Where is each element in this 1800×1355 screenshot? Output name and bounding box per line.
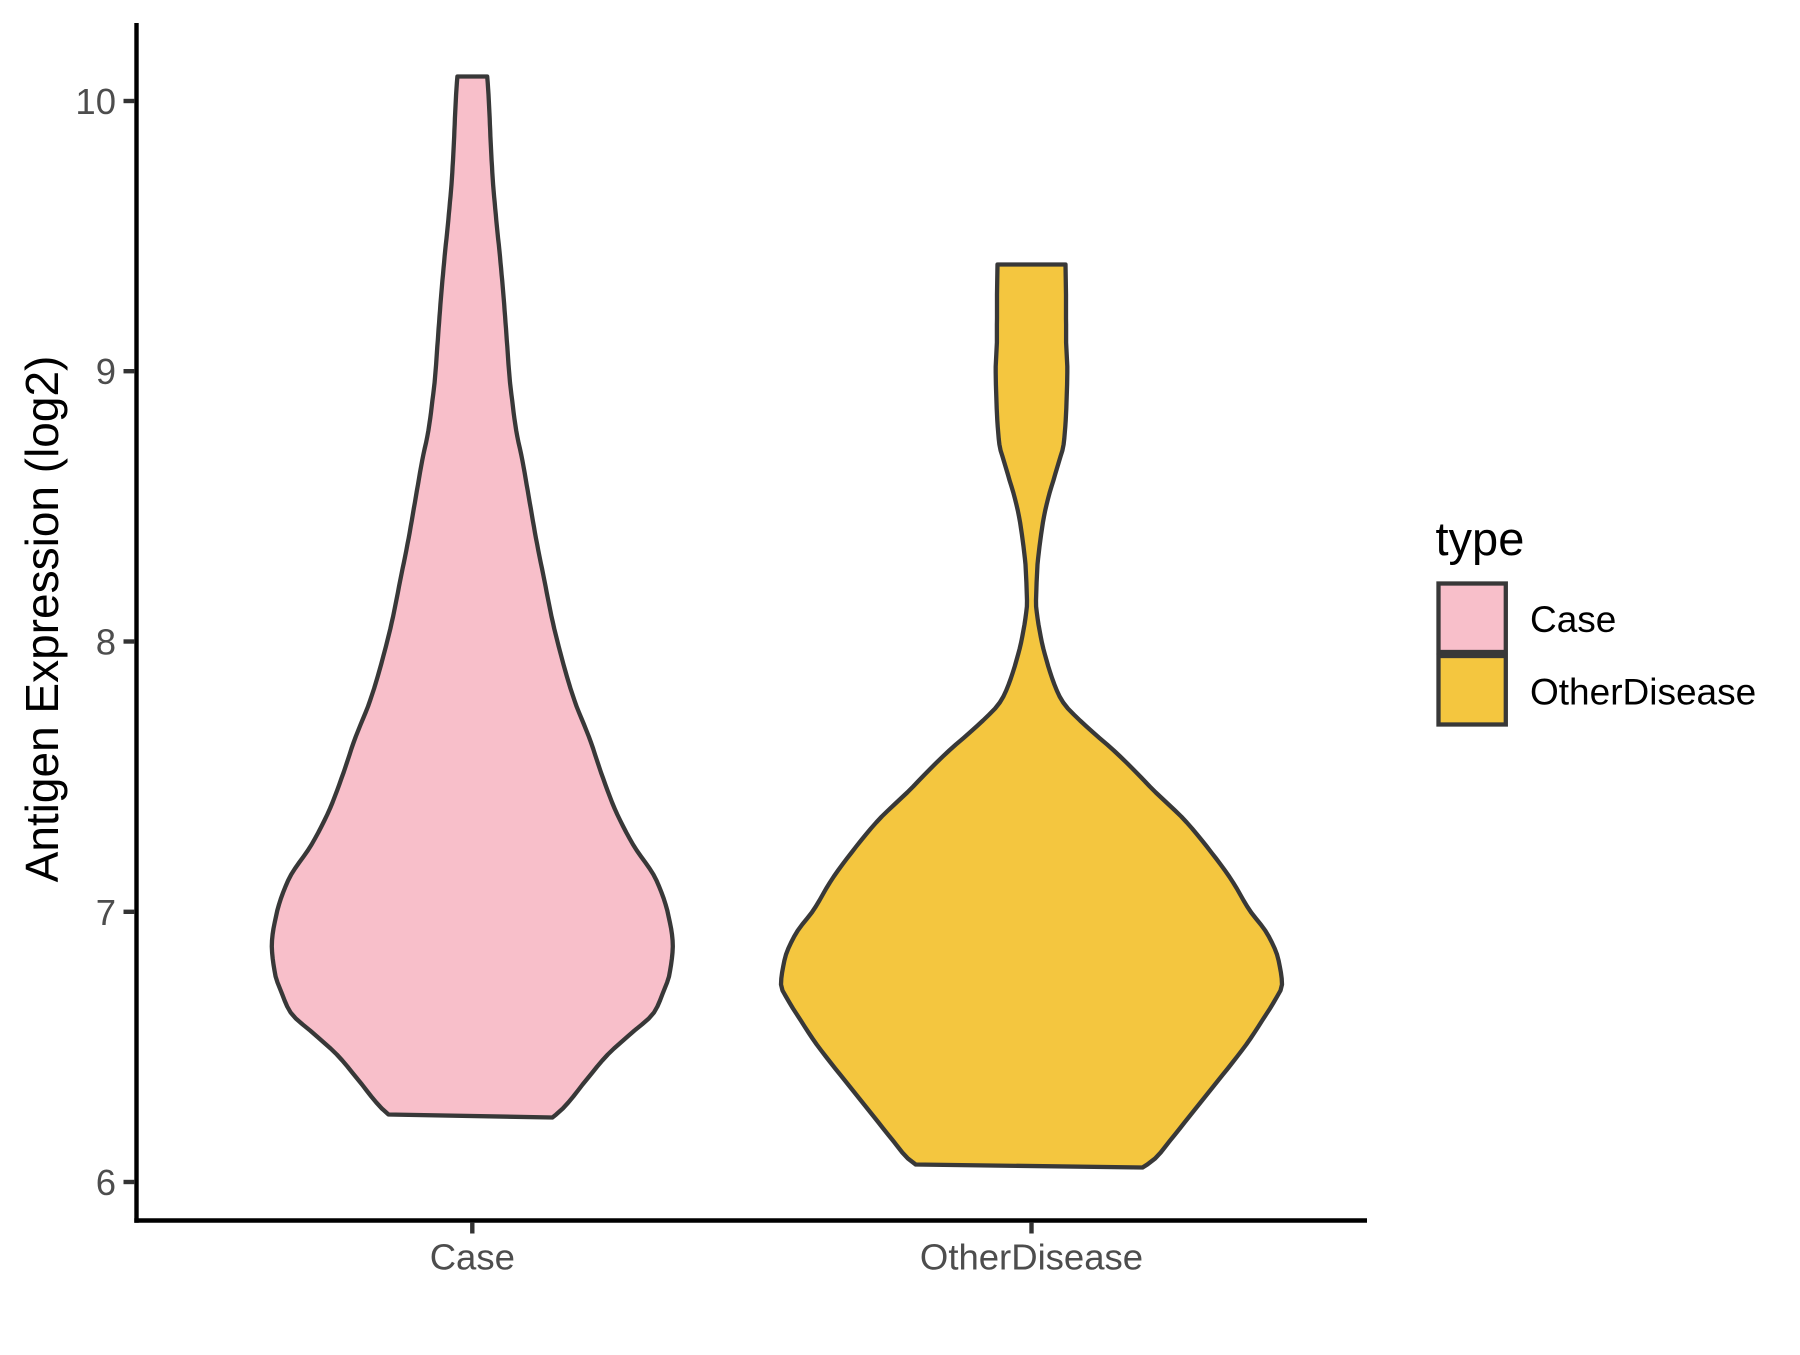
svg-text:10: 10 [75,81,116,122]
svg-text:OtherDisease: OtherDisease [920,1237,1143,1278]
svg-text:OtherDisease: OtherDisease [1530,672,1756,713]
svg-text:Case: Case [430,1237,515,1278]
svg-text:type: type [1436,512,1525,565]
svg-text:8: 8 [96,622,116,663]
svg-text:9: 9 [96,351,116,392]
svg-text:Case: Case [1530,599,1616,640]
svg-text:6: 6 [96,1162,116,1203]
svg-text:7: 7 [96,892,116,933]
svg-text:Antigen Expression (log2): Antigen Expression (log2) [16,356,68,883]
